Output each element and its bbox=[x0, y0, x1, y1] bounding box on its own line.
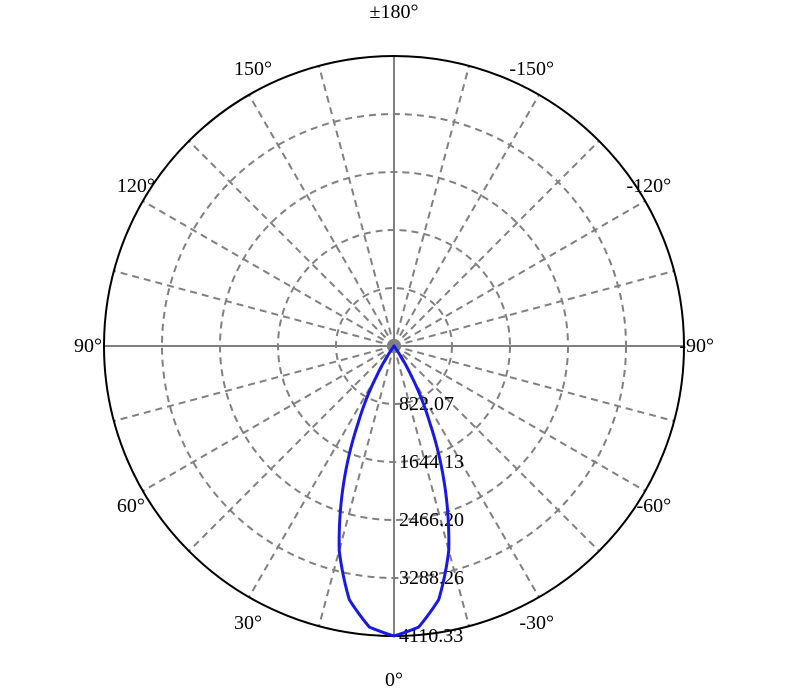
grid-spoke bbox=[114, 271, 394, 346]
grid-spoke bbox=[143, 201, 394, 346]
angle-label: 150° bbox=[234, 58, 272, 80]
angle-label: -60° bbox=[636, 495, 671, 517]
grid-spoke bbox=[394, 66, 469, 346]
angle-label: -120° bbox=[626, 175, 671, 197]
grid-spoke bbox=[394, 201, 645, 346]
angle-label: ±180° bbox=[370, 1, 419, 23]
angle-label: 30° bbox=[234, 612, 262, 634]
angle-label: 60° bbox=[117, 495, 145, 517]
angle-label: 90° bbox=[74, 335, 102, 357]
grid-spoke bbox=[189, 141, 394, 346]
grid-spoke bbox=[319, 346, 394, 626]
grid-spoke bbox=[249, 95, 394, 346]
polar-chart: 0° 30° 60° 90° 120° 150° ±180° -150° -120° -90° -6… bbox=[0, 0, 789, 692]
grid-spoke bbox=[143, 346, 394, 491]
angle-label: -90° bbox=[679, 335, 714, 357]
angle-label: -30° bbox=[519, 612, 554, 634]
grid-spoke bbox=[319, 66, 394, 346]
angle-label: -150° bbox=[509, 58, 554, 80]
grid-spoke bbox=[394, 141, 599, 346]
grid-spoke bbox=[394, 271, 674, 346]
angle-label: 120° bbox=[117, 175, 155, 197]
radius-label: 3288.26 bbox=[399, 567, 464, 589]
grid-spoke bbox=[114, 346, 394, 421]
grid-spoke bbox=[394, 95, 539, 346]
radius-label: 1644.13 bbox=[399, 451, 464, 473]
radius-label: 4110.33 bbox=[399, 625, 463, 647]
radius-label: 2466.20 bbox=[399, 509, 464, 531]
grid-spoke bbox=[189, 346, 394, 551]
angle-label: 0° bbox=[385, 669, 403, 691]
